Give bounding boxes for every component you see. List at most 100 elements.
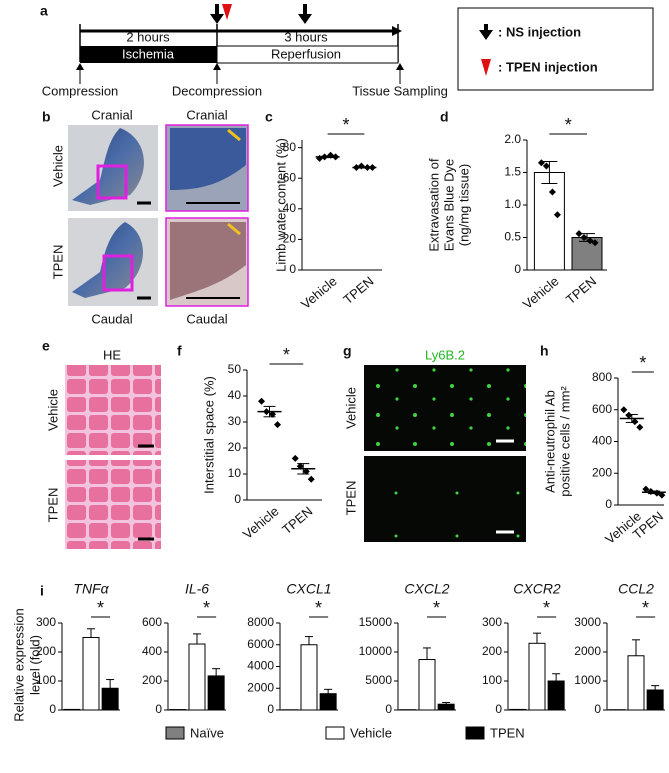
chart-title: CXCL1 [286,581,331,597]
legend-label: : TPEN injection [498,59,598,74]
legend-label: Vehicle [350,725,392,740]
x-tick-label: Vehicle [240,503,282,541]
y-tick-label: 600 [142,615,162,629]
y-tick-label: 0 [155,702,162,716]
legend-label: : NS injection [498,24,581,39]
histology-image [65,365,161,455]
data-point [296,462,304,470]
panel-letter: e [42,338,50,354]
ischemia-bar [80,46,217,63]
data-point [658,491,666,499]
panel-letter: a [40,3,48,19]
limb-image [170,222,246,300]
row-label: Vehicle [50,145,65,187]
bar [101,687,119,711]
y-tick-label: 30 [228,414,242,428]
y-tick-label: 50 [228,362,242,376]
data-point [580,234,588,241]
y-tick-label: 400 [592,434,612,448]
orientation-label: Cranial [186,107,227,122]
y-tick-label: 400 [142,644,162,658]
y-tick-label: 1.0 [504,197,521,211]
y-tick-label: 10000 [359,644,393,658]
legend-swatch [325,726,345,740]
bar [63,708,81,711]
photo-panel: b Cranial Cranial Vehicle TPEN Caudal Ca… [42,107,249,326]
y-tick-label: 10 [228,466,242,480]
indicator [227,128,241,142]
y-tick-label: 40 [228,388,242,402]
data-point [591,239,599,247]
orientation-label: Cranial [91,107,132,122]
bar [437,703,455,711]
y-axis-label: Relative expression [11,608,26,721]
legend-label: TPEN [490,725,525,740]
y-axis-label: Limb water content (%) [273,138,288,272]
bar [547,680,565,711]
data-point [575,230,583,238]
y-tick-label: 200 [142,673,162,687]
y-tick-label: 60 [283,170,297,184]
row-label: Vehicle [45,389,60,431]
y-tick-label: 100 [36,673,56,687]
inset-box [102,254,134,292]
chart-title: CCL2 [618,581,654,597]
x-tick-label: Vehicle [520,273,562,311]
orientation-label: Caudal [186,311,227,326]
chart-title: CXCL2 [404,581,449,597]
stain-title: Ly6B.2 [425,347,465,362]
bar [207,675,225,711]
event-label: Compression [42,83,119,98]
fluorescence-image [364,365,526,451]
x-tick-label: Vehicle [298,273,340,311]
y-tick-label: 0 [49,702,56,716]
y-tick-label: 15000 [359,615,393,629]
duration-label: 3 hours [284,29,328,44]
bar [533,172,565,271]
significance-star: * [565,115,572,135]
bar [646,689,664,711]
event-label: Tissue Sampling [352,83,448,98]
reperfusion-bar [216,45,399,64]
y-tick-label: 0.5 [504,230,521,244]
indicator [227,222,241,236]
fluorescence-panel: g Ly6B.2 Vehicle TPEN [343,343,526,542]
ns-arrows [210,4,312,24]
bar [627,655,645,711]
row-label: Vehicle [343,387,358,429]
data-point [537,159,545,167]
bar [82,637,100,711]
data-point [636,423,644,431]
legend-tpen-arrow [481,59,491,76]
significance-star: * [342,115,349,135]
y-axis-label: Evans Blue Dye [441,159,456,252]
data-point [642,485,650,493]
phase-label: Ischemia [122,46,175,61]
data-point [542,162,550,170]
y-tick-label: 200 [482,644,502,658]
data-point [269,410,276,418]
bar [418,659,436,711]
inset-box [96,164,128,200]
legend-swatch [165,726,185,740]
y-axis-label: (ng/mg tissue) [456,164,471,246]
duration-label: 2 hours [126,29,170,44]
y-tick-label: 0 [267,702,274,716]
data-point [291,454,299,462]
y-tick-label: 40 [283,201,297,215]
y-tick-label: 200 [36,644,56,658]
significance-star: * [97,598,104,618]
y-tick-label: 0 [234,492,241,506]
data-point [553,211,561,219]
y-axis-label: level (fold) [27,635,42,695]
panel-letter: g [343,343,352,359]
y-tick-label: 2000 [574,644,601,658]
y-axis-label: positive cells / mm² [557,386,572,497]
timeline: a 2 hours 3 hours Ischemia Reperfusion C… [40,3,654,98]
y-tick-label: 200 [592,465,612,479]
significance-star: * [283,345,290,365]
panel-letter: c [265,109,273,125]
